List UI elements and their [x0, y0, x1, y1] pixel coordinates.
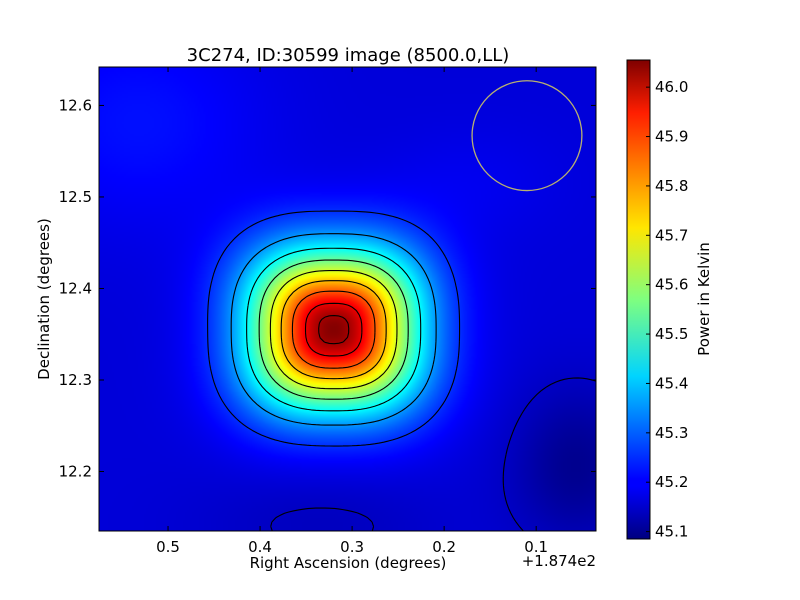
x-axis-title: Right Ascension (degrees)	[250, 554, 447, 572]
x-tick-label: 0.2	[432, 538, 456, 556]
x-axis-ticks: 0.5 0.4 0.3 0.2 0.1	[156, 67, 548, 556]
plot-frame	[98, 66, 597, 532]
contour-level	[304, 302, 363, 357]
colorbar-tick-label: 45.9	[655, 128, 688, 146]
contour-level	[246, 247, 422, 412]
contour-level	[270, 377, 596, 531]
colorbar-tick-label: 46.0	[655, 78, 688, 96]
colorbar-tick-label: 45.7	[655, 226, 688, 244]
colorbar-tick-label: 45.1	[655, 523, 688, 541]
colorbar-tick-label: 45.5	[655, 325, 688, 343]
y-axis-ticks: 12.2 12.3 12.4 12.5 12.6	[59, 96, 596, 481]
contour-level	[269, 269, 398, 390]
contour-level	[207, 210, 461, 447]
heatmap-image	[99, 67, 596, 531]
y-tick-label: 12.3	[59, 371, 92, 389]
contour-level	[280, 280, 387, 380]
contour-level	[291, 290, 376, 369]
y-tick-label: 12.2	[59, 463, 92, 481]
chart-title: 3C274, ID:30599 image (8500.0,LL)	[187, 45, 510, 66]
beam-circle	[471, 80, 583, 192]
y-axis-title: Declination (degrees)	[35, 218, 53, 380]
contour-level	[318, 315, 350, 345]
x-offset-label: +1.874e2	[522, 552, 596, 570]
colorbar	[626, 59, 651, 540]
colorbar-tick-label: 45.6	[655, 276, 688, 294]
colorbar-ticks: 45.1 45.2 45.3 45.4 45.5 45.6 45.7 45.8 45.9 46.0	[646, 78, 688, 541]
colorbar-label: Power in Kelvin	[695, 242, 713, 356]
colorbar-tick-label: 45.8	[655, 177, 688, 195]
y-tick-label: 12.4	[59, 279, 92, 297]
y-tick-label: 12.6	[59, 96, 92, 114]
colorbar-tick-label: 45.4	[655, 374, 688, 392]
x-tick-label: 0.5	[156, 538, 180, 556]
colorbar-tick-label: 45.3	[655, 424, 688, 442]
contour-level	[230, 233, 437, 426]
colorbar-tick-label: 45.2	[655, 473, 688, 491]
x-tick-label: 0.4	[248, 538, 272, 556]
y-tick-label: 12.5	[59, 188, 92, 206]
x-tick-label: 0.3	[340, 538, 364, 556]
contour-level	[258, 259, 409, 400]
heatmap-area	[99, 67, 596, 531]
contour-lines	[207, 210, 596, 531]
x-tick-label: 0.1	[524, 538, 548, 556]
